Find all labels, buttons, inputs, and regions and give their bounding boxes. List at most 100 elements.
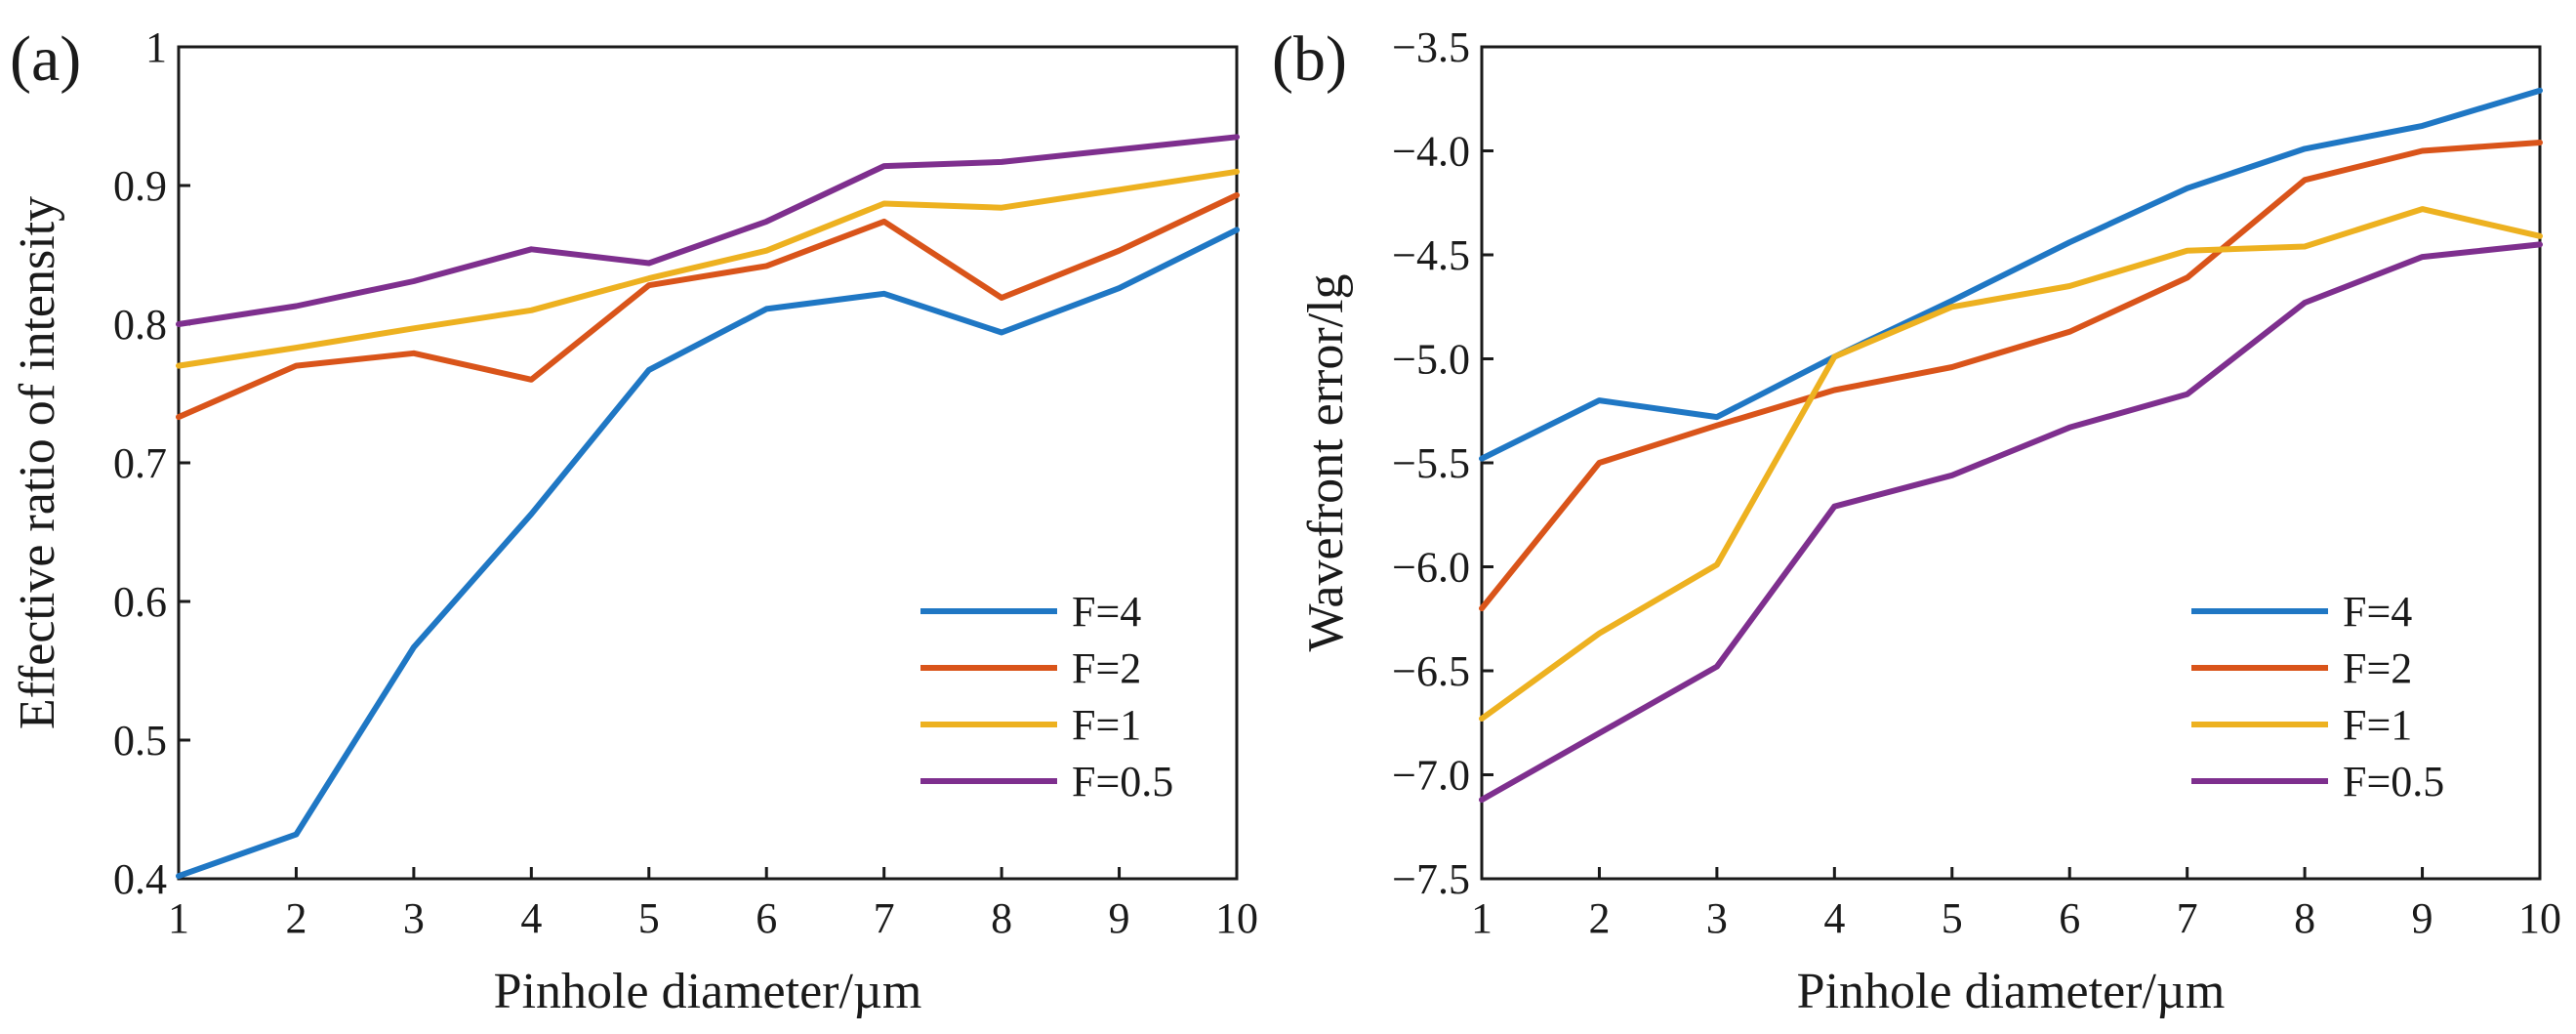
y-tick-label: −7.5 <box>1392 855 1470 903</box>
data-point-f-4 <box>528 512 534 517</box>
data-point-f-2 <box>2420 148 2426 154</box>
data-point-f-4 <box>1714 414 1720 420</box>
data-point-f-0-5 <box>1949 473 1955 478</box>
x-tick-label: 8 <box>2294 894 2315 942</box>
data-point-f-2 <box>528 377 534 383</box>
data-point-f-0-5 <box>2420 254 2426 260</box>
y-tick-label: −5.5 <box>1392 439 1470 487</box>
data-point-f-2 <box>1831 387 1837 393</box>
y-tick-label: 1 <box>145 23 167 71</box>
data-point-f-2 <box>881 219 887 225</box>
data-point-f-1 <box>2420 206 2426 212</box>
legend-label-f-1: F=1 <box>2343 701 2412 749</box>
y-tick-label: −4.5 <box>1392 231 1470 279</box>
x-tick-label: 1 <box>168 894 189 942</box>
data-point-f-2 <box>1714 423 1720 429</box>
x-tick-label: 10 <box>2518 894 2561 942</box>
data-point-f-0-5 <box>528 246 534 252</box>
data-point-f-0-5 <box>1234 134 1240 140</box>
y-tick-label: 0.6 <box>113 578 167 626</box>
x-tick-label: 6 <box>756 894 777 942</box>
data-point-f-0-5 <box>763 219 769 225</box>
x-tick-label: 4 <box>1823 894 1845 942</box>
data-point-f-0-5 <box>1831 504 1837 510</box>
series-line-f-1 <box>1479 206 2543 722</box>
y-axis-title: Wavefront error/lg <box>1298 273 1354 651</box>
legend-label-f-0-5: F=0.5 <box>1072 758 1173 806</box>
data-point-f-4 <box>2302 145 2308 151</box>
data-point-f-2 <box>411 351 417 356</box>
data-point-f-1 <box>1117 186 1123 192</box>
data-point-f-2 <box>646 282 652 288</box>
data-point-f-0-5 <box>881 163 887 169</box>
data-point-f-2 <box>1596 460 1602 466</box>
x-tick-label: 7 <box>2177 894 2198 942</box>
x-tick-label: 7 <box>874 894 895 942</box>
data-point-f-1 <box>176 363 182 369</box>
data-point-f-4 <box>1117 285 1123 291</box>
y-tick-label: 0.5 <box>113 717 167 765</box>
panel-label: (b) <box>1272 23 1347 95</box>
legend: F=4 F=2 F=1 F=0.5 <box>2172 572 2532 820</box>
legend-label-f-2: F=2 <box>1072 644 1141 692</box>
x-tick-label: 5 <box>1942 894 1963 942</box>
x-tick-label: 3 <box>403 894 425 942</box>
data-point-f-4 <box>1949 298 1955 304</box>
x-axis-title: Pinhole diameter/µm <box>494 964 922 1019</box>
data-point-f-0-5 <box>2066 425 2072 431</box>
data-point-f-4 <box>2537 88 2543 94</box>
data-point-f-0-5 <box>1596 730 1602 736</box>
panel-b: (b) 1 2 3 4 5 6 7 8 9 10 −7.5 −7.0 −6.5 −6.0 −5.5 −5.0 −4… <box>1272 23 2561 1019</box>
data-point-f-4 <box>1479 456 1485 462</box>
data-point-f-2 <box>763 263 769 269</box>
data-point-f-1 <box>528 308 534 313</box>
data-point-f-0-5 <box>411 278 417 284</box>
panel-a: (a) 1 2 3 4 5 6 7 8 9 10 0.4 0.5 0.6 0.7 0.8 0.9 1 Pinhole… <box>10 23 1258 1019</box>
x-tick-label: 3 <box>1706 894 1728 942</box>
data-point-f-1 <box>2537 233 2543 239</box>
data-point-f-2 <box>2302 177 2308 183</box>
data-point-f-4 <box>2420 123 2426 129</box>
x-tick-label: 9 <box>1109 894 1130 942</box>
y-tick-label: −7.0 <box>1392 752 1470 800</box>
data-point-f-1 <box>1949 304 1955 310</box>
data-point-f-4 <box>881 291 887 297</box>
legend-label-f-2: F=2 <box>2343 644 2412 692</box>
data-point-f-1 <box>763 248 769 254</box>
data-point-f-1 <box>1831 353 1837 359</box>
data-point-f-1 <box>1234 169 1240 175</box>
legend-label-f-4: F=4 <box>2343 588 2412 636</box>
y-tick-label: −4.0 <box>1392 128 1470 176</box>
data-point-f-4 <box>1234 227 1240 232</box>
data-point-f-2 <box>999 295 1004 301</box>
data-point-f-4 <box>2066 239 2072 245</box>
y-tick-label: 0.7 <box>113 439 167 487</box>
data-point-f-1 <box>1479 716 1485 722</box>
series-line-f-0-5 <box>1479 241 2543 804</box>
x-tick-label: 5 <box>638 894 660 942</box>
series-line-f-1 <box>176 168 1240 369</box>
legend-label-f-4: F=4 <box>1072 588 1141 636</box>
data-point-f-0-5 <box>293 304 299 310</box>
data-point-f-2 <box>2537 140 2543 145</box>
legend-label-f-0-5: F=0.5 <box>2343 758 2444 806</box>
legend-label-f-1: F=1 <box>1072 701 1141 749</box>
data-point-f-2 <box>2185 274 2190 280</box>
y-tick-label: 0.4 <box>113 855 167 903</box>
data-point-f-0-5 <box>1714 664 1720 670</box>
data-point-f-2 <box>1949 364 1955 370</box>
data-point-f-4 <box>999 330 1004 336</box>
legend: F=4 F=2 F=1 F=0.5 <box>901 572 1229 820</box>
y-tick-label: 0.8 <box>113 301 167 349</box>
data-point-f-2 <box>1479 605 1485 611</box>
data-point-f-4 <box>646 367 652 373</box>
data-point-f-0-5 <box>646 261 652 267</box>
x-tick-label: 9 <box>2412 894 2433 942</box>
data-point-f-0-5 <box>2185 392 2190 397</box>
series-line-f-0-5 <box>176 134 1240 327</box>
series-line-f-4 <box>1479 87 2543 462</box>
data-point-f-1 <box>2185 248 2190 254</box>
data-point-f-4 <box>293 832 299 838</box>
data-point-f-4 <box>763 306 769 311</box>
data-point-f-0-5 <box>1479 797 1485 803</box>
